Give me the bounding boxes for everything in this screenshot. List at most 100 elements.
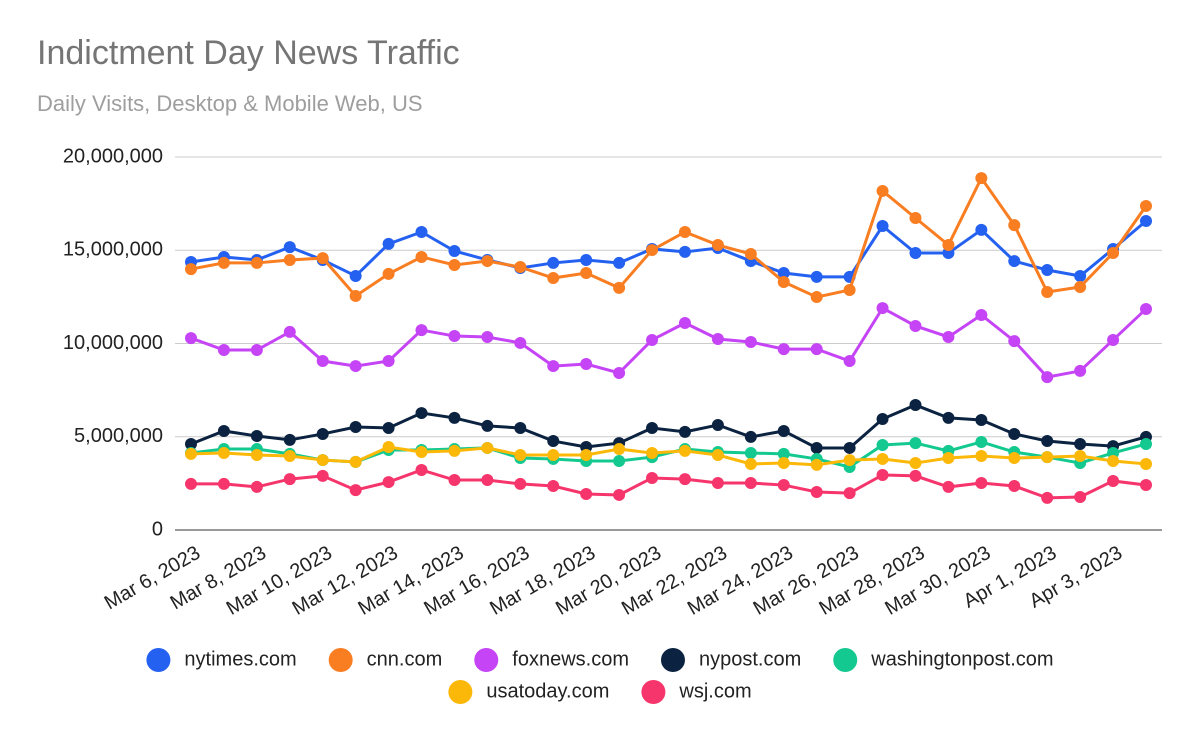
data-point (613, 443, 626, 456)
data-point (810, 485, 823, 498)
legend-item: cnn.com (328, 648, 442, 672)
data-point (646, 244, 659, 257)
data-point (646, 446, 659, 459)
data-point (448, 330, 461, 343)
data-point (481, 419, 494, 432)
data-point (1140, 438, 1152, 451)
data-point (316, 427, 329, 440)
data-point (283, 433, 296, 446)
data-point (909, 437, 922, 450)
data-point (1041, 451, 1054, 464)
legend-item: nypost.com (660, 648, 801, 672)
data-point (316, 454, 329, 467)
data-point (777, 479, 790, 492)
data-point (547, 272, 560, 285)
data-point (250, 344, 263, 357)
data-point (942, 411, 955, 424)
data-point (415, 446, 428, 459)
data-point (876, 413, 889, 426)
data-point (580, 449, 593, 462)
legend-swatch (641, 680, 666, 704)
data-point (810, 441, 823, 454)
y-tick-label: 20,000,000 (63, 145, 163, 167)
data-point (382, 237, 395, 250)
legend-swatch (448, 680, 473, 704)
data-point (415, 250, 428, 263)
data-point (843, 454, 856, 467)
data-point (678, 245, 691, 258)
data-point (185, 447, 197, 460)
data-point (646, 421, 659, 434)
data-point (1008, 427, 1021, 440)
data-point (547, 256, 560, 269)
data-point (316, 355, 329, 368)
data-point (250, 256, 263, 269)
data-point (1107, 454, 1120, 467)
data-point (547, 449, 560, 462)
data-point (185, 438, 197, 451)
data-point (349, 421, 362, 434)
data-point (777, 343, 790, 356)
data-point (744, 430, 757, 443)
data-point (744, 446, 757, 459)
data-point (613, 454, 626, 467)
data-point (382, 421, 395, 434)
data-point (217, 256, 230, 269)
data-point (1107, 333, 1120, 346)
data-point (1074, 364, 1087, 377)
data-point (909, 469, 922, 482)
data-point (909, 399, 922, 412)
data-point (514, 336, 527, 349)
data-point (283, 473, 296, 486)
data-point (448, 258, 461, 271)
data-point (843, 441, 856, 454)
data-point (283, 241, 296, 254)
data-point (415, 324, 428, 337)
data-point (909, 319, 922, 332)
data-point (777, 457, 790, 470)
data-point (909, 247, 922, 260)
legend-item: wsj.com (641, 680, 752, 704)
data-point (1140, 302, 1152, 315)
data-point (876, 220, 889, 233)
data-point (810, 458, 823, 471)
data-point (1041, 435, 1054, 448)
data-point (283, 253, 296, 266)
data-point (1107, 247, 1120, 260)
series-line (191, 468, 1147, 500)
data-point (1008, 479, 1021, 492)
data-point (547, 479, 560, 492)
data-point (217, 446, 230, 459)
data-point (580, 358, 593, 371)
legend-label: nypost.com (699, 648, 801, 670)
series-line (190, 403, 1147, 450)
data-point (975, 477, 988, 490)
data-point (1074, 490, 1087, 503)
data-point (975, 413, 988, 426)
legend-swatch (833, 648, 858, 672)
data-point (316, 469, 329, 482)
data-point (942, 239, 955, 252)
data-point (711, 333, 724, 346)
data-point (678, 316, 691, 329)
data-point (382, 441, 395, 454)
data-point (580, 488, 593, 501)
data-point (810, 291, 823, 304)
y-tick-label: 0 (152, 518, 163, 540)
data-point (217, 424, 230, 437)
y-tick-label: 10,000,000 (63, 332, 163, 354)
data-point (909, 457, 922, 470)
data-point (349, 289, 362, 302)
legend-label: usatoday.com (486, 680, 609, 702)
data-point (777, 447, 790, 460)
data-point (316, 252, 329, 265)
legend-label: nytimes.com (184, 648, 296, 670)
y-tick-label: 15,000,000 (63, 239, 163, 261)
legend-label: wsj.com (678, 680, 751, 702)
data-point (448, 244, 461, 257)
data-point (185, 477, 197, 490)
data-point (185, 263, 197, 276)
data-point (481, 330, 494, 343)
data-point (1107, 474, 1120, 487)
